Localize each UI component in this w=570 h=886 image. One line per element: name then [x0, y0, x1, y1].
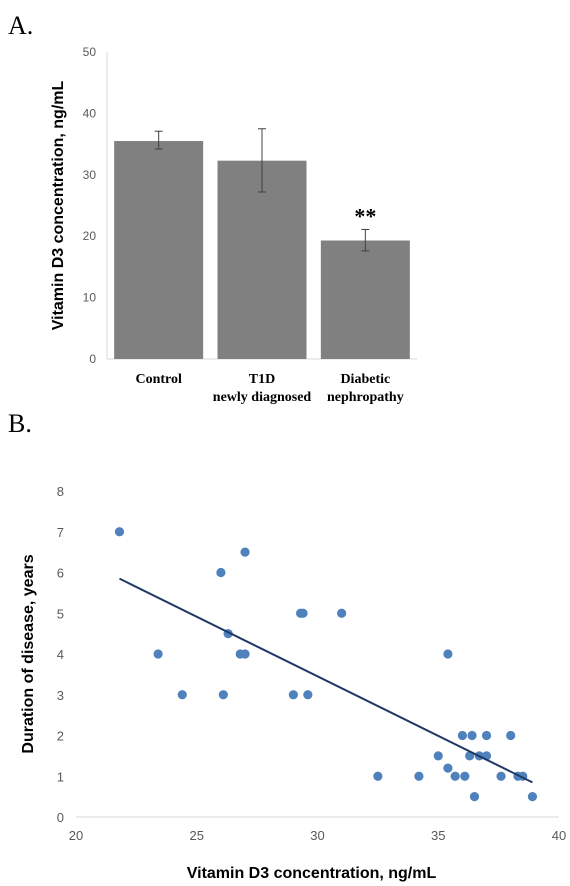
y-tick-label: 50 [83, 45, 97, 59]
data-point [303, 690, 313, 700]
y-tick-label: 7 [57, 525, 64, 540]
y-tick-label: 5 [57, 606, 64, 621]
x-tick-label: 35 [431, 828, 445, 843]
data-point [450, 771, 460, 781]
category-label: Diabetic [340, 372, 390, 387]
y-tick-label: 0 [57, 810, 64, 825]
y-axis-title: Vitamin D3 concentration, ng/mL [50, 81, 67, 331]
trendline [119, 577, 533, 784]
x-tick-label: 25 [190, 828, 204, 843]
y-tick-label: 6 [57, 566, 64, 581]
y-tick-label: 0 [89, 352, 96, 366]
category-label: nephropathy [327, 390, 404, 405]
bar [217, 160, 307, 359]
bar [320, 240, 410, 359]
data-point [337, 608, 347, 618]
y-tick-label: 2 [57, 729, 64, 744]
data-point [114, 527, 125, 537]
category-label: newly diagnosed [213, 390, 312, 405]
y-tick-label: 20 [83, 229, 97, 243]
data-point [460, 771, 470, 781]
data-point [373, 771, 383, 781]
panel-b-label: B. [8, 409, 32, 438]
data-point [467, 730, 477, 741]
data-point [216, 567, 226, 578]
data-point [443, 763, 453, 773]
data-point [433, 751, 443, 761]
data-point [153, 649, 163, 659]
data-point [506, 730, 516, 741]
y-axis-title: Duration of disease, years [20, 554, 37, 753]
y-tick-label: 40 [83, 106, 97, 120]
y-tick-label: 1 [57, 769, 64, 784]
x-axis-title: Vitamin D3 concentration, ng/mL [187, 865, 437, 882]
data-point [496, 771, 506, 781]
data-point [469, 792, 480, 802]
data-point [457, 730, 467, 741]
y-tick-label: 3 [57, 688, 64, 703]
category-label: Control [135, 372, 182, 387]
scatter-chart: 0 1 2 3 4 5 6 7 8 20 25 30 35 40 Duration of disease, … [20, 484, 566, 882]
category-label: T1D [249, 372, 275, 387]
x-tick-label: 30 [310, 828, 324, 843]
x-tick-label: 20 [69, 828, 83, 843]
data-point [414, 771, 424, 781]
y-tick-label: 30 [83, 168, 97, 182]
x-tick-label: 40 [552, 828, 566, 843]
data-point [218, 690, 228, 700]
y-tick-label: 10 [83, 291, 97, 305]
data-point [481, 730, 492, 741]
bar-chart: 0 10 20 30 40 50 Control T1D newly diagnosed ** Di… [50, 45, 417, 405]
y-tick-label: 8 [57, 484, 64, 499]
data-point [177, 690, 187, 700]
panel-a-label: A. [8, 11, 33, 40]
data-point [298, 608, 308, 618]
y-tick-label: 4 [57, 647, 64, 662]
data-point [288, 690, 298, 700]
bar [114, 141, 204, 359]
data-point [527, 792, 538, 802]
data-point [240, 649, 250, 659]
data-point [240, 547, 250, 557]
data-point [443, 649, 453, 659]
significance-marker: ** [354, 203, 376, 228]
